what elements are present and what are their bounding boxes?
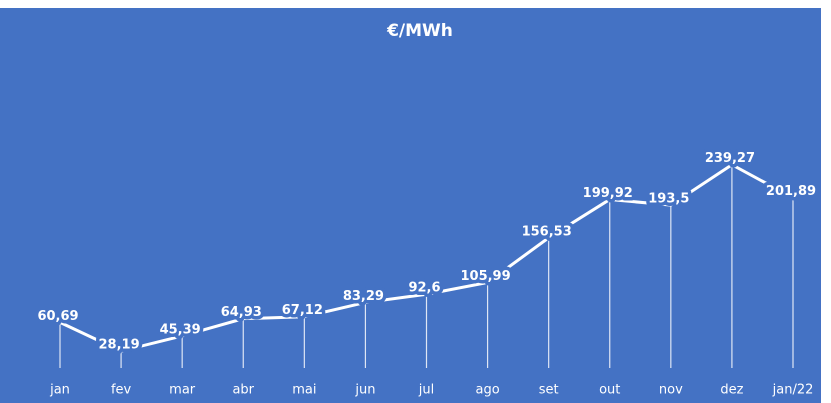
data-label: 45,39: [160, 322, 201, 337]
x-tick-label: fev: [111, 383, 132, 398]
x-tick-label: jul: [418, 383, 434, 398]
data-label: 28,19: [99, 338, 140, 353]
data-line: [59, 162, 794, 353]
x-tick-label: mar: [169, 383, 196, 398]
x-tick-label: dez: [720, 383, 743, 398]
x-tick-label: mai: [292, 383, 316, 398]
x-tick-label: out: [599, 383, 620, 398]
data-label: 105,99: [460, 269, 510, 284]
data-label: 193,5: [648, 192, 689, 207]
data-label: 156,53: [522, 224, 572, 239]
x-tick-label: jun: [354, 383, 375, 398]
x-tick-label: set: [539, 383, 559, 398]
x-tick-label: nov: [659, 383, 683, 398]
data-label: 83,29: [343, 289, 384, 304]
x-tick-label: ago: [475, 383, 499, 398]
chart-background: [0, 8, 821, 403]
data-label: 201,89: [766, 184, 816, 199]
x-tick-label: abr: [232, 383, 254, 398]
data-label: 199,92: [583, 186, 633, 201]
x-tick-label: jan/22: [772, 383, 814, 398]
data-label: 60,69: [37, 309, 78, 324]
chart-subtitle: €/MWh: [386, 21, 453, 41]
data-label: 92,6: [408, 281, 440, 296]
x-tick-label: jan: [49, 383, 70, 398]
data-label: 239,27: [705, 151, 755, 166]
data-label: 64,93: [221, 305, 262, 320]
data-label: 67,12: [282, 303, 323, 318]
